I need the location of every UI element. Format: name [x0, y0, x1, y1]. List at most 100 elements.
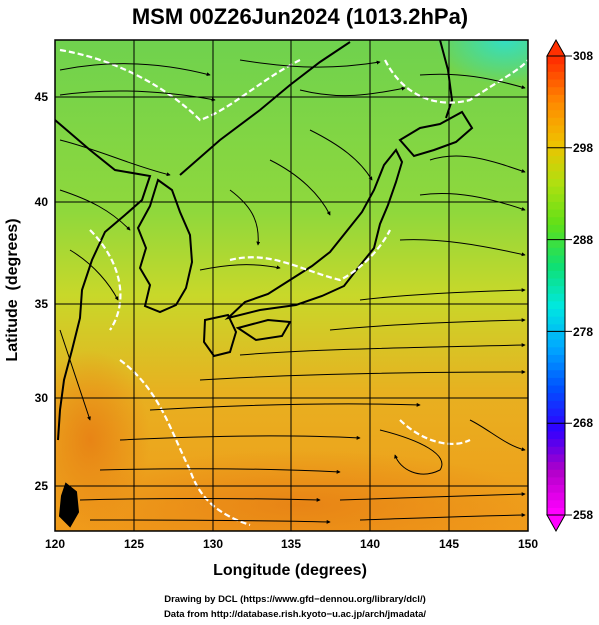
- colorbar-band: [547, 446, 565, 455]
- y-tick-label: 40: [35, 195, 49, 209]
- colorbar-band: [547, 254, 565, 264]
- colorbar-band: [547, 209, 565, 218]
- x-tick-label: 140: [360, 537, 380, 551]
- x-tick-label: 120: [45, 537, 65, 551]
- colorbar-band: [547, 277, 565, 287]
- y-tick-label: 45: [35, 90, 49, 104]
- colorbar-band: [547, 56, 565, 65]
- taiwan: [58, 482, 80, 528]
- colorbar-band: [547, 224, 565, 233]
- y-tick-label: 35: [35, 297, 49, 311]
- colorbar-label: 268: [573, 416, 593, 430]
- kyushu: [202, 313, 238, 358]
- x-tick-label: 135: [281, 537, 301, 551]
- colorbar-band: [547, 170, 565, 179]
- contour-lines: [59, 48, 528, 527]
- colorbar-band: [547, 469, 565, 478]
- y-axis: 25 30 35 40 45 Latitude (degrees): [4, 90, 48, 493]
- colorbar-band: [547, 492, 565, 501]
- colorbar-band: [547, 316, 565, 325]
- colorbar-band: [547, 201, 565, 210]
- colorbar-band: [547, 377, 565, 386]
- warm-region-south: [60, 450, 528, 531]
- colorbar-band: [547, 117, 565, 126]
- cold-region-northeast: [435, 40, 528, 85]
- colorbar-band: [547, 407, 565, 417]
- colorbar-band: [547, 71, 565, 80]
- map-title: MSM 00Z26Jun2024 (1013.2hPa): [132, 4, 468, 29]
- colorbar-band: [547, 239, 565, 248]
- colorbar-band: [547, 476, 565, 485]
- colorbar-band: [547, 331, 565, 340]
- colorbar-band: [547, 63, 565, 72]
- shikoku: [235, 318, 292, 342]
- colorbar-label: 278: [573, 325, 593, 339]
- credit-line-data: Data from http://database.rish.kyoto−u.a…: [164, 609, 426, 620]
- hokkaido: [398, 110, 474, 158]
- colorbar-band: [547, 231, 565, 241]
- colorbar-band: [547, 362, 565, 371]
- colorbar-ticks: [547, 55, 572, 516]
- wind-streamlines: [59, 59, 526, 524]
- colorbar-max-arrow: [546, 38, 566, 57]
- x-tick-label: 145: [439, 537, 459, 551]
- colorbar-band: [547, 369, 565, 378]
- colorbar-band: [547, 423, 565, 432]
- colorbar-band: [547, 354, 565, 363]
- colorbar-band: [547, 163, 565, 172]
- colorbar-band: [547, 155, 565, 164]
- colorbar-band: [547, 346, 565, 355]
- colorbar-band: [547, 270, 565, 279]
- credit-line-dcl: Drawing by DCL (https://www.gfd−dennou.o…: [164, 594, 426, 605]
- colorbar-band: [547, 132, 565, 141]
- korean-peninsula: [136, 178, 194, 314]
- warm-region-west: [55, 350, 150, 530]
- x-tick-label: 125: [124, 537, 144, 551]
- x-tick-label: 130: [203, 537, 223, 551]
- colorbar-band: [547, 438, 565, 447]
- map-plot: [55, 40, 528, 531]
- colorbar-label: 308: [573, 49, 593, 63]
- colorbar-band: [547, 147, 565, 157]
- china-coast: [55, 119, 152, 441]
- colorbar-band: [547, 339, 565, 348]
- graticule: [55, 40, 528, 531]
- colorbar-band: [547, 78, 565, 88]
- x-tick-label: 150: [518, 537, 538, 551]
- colorbar-band: [547, 94, 565, 103]
- colorbar-band: [547, 186, 565, 195]
- colorbar-band: [547, 499, 565, 508]
- colorbar-band: [547, 140, 565, 149]
- x-axis: 120 125 130 135 140 145 150 Longitude (d…: [45, 537, 538, 579]
- colorbar-band: [547, 430, 565, 440]
- colorbar-band: [547, 216, 565, 225]
- colorbar-band: [547, 300, 565, 310]
- y-tick-label: 30: [35, 391, 49, 405]
- colorbar-bands: [547, 56, 565, 516]
- colorbar-band: [547, 285, 565, 294]
- colorbar-band: [547, 461, 565, 470]
- x-axis-label: Longitude (degrees): [213, 562, 367, 579]
- colorbar-band: [547, 507, 565, 516]
- colorbar-band: [547, 124, 565, 134]
- colorbar-label: 298: [573, 141, 593, 155]
- colorbar-band: [547, 262, 565, 271]
- plot-frame: [54, 39, 529, 532]
- colorbar-band: [547, 109, 565, 118]
- colorbar-band: [547, 101, 565, 111]
- colorbar-band: [547, 323, 565, 332]
- colorbar-min-arrow: [546, 514, 566, 533]
- colorbar-band: [547, 384, 565, 394]
- colorbar-band: [547, 247, 565, 256]
- colorbar-band: [547, 400, 565, 409]
- colorbar-band: [547, 392, 565, 401]
- colorbar-label: 258: [573, 508, 593, 522]
- colorbar-band: [547, 86, 565, 95]
- colorbar-band: [547, 453, 565, 463]
- y-tick-label: 25: [35, 479, 49, 493]
- honshu: [224, 148, 404, 320]
- colorbar-band: [547, 293, 565, 302]
- y-axis-label: Latitude (degrees): [4, 218, 21, 361]
- colorbar-band: [547, 308, 565, 317]
- colorbar-band: [547, 178, 565, 187]
